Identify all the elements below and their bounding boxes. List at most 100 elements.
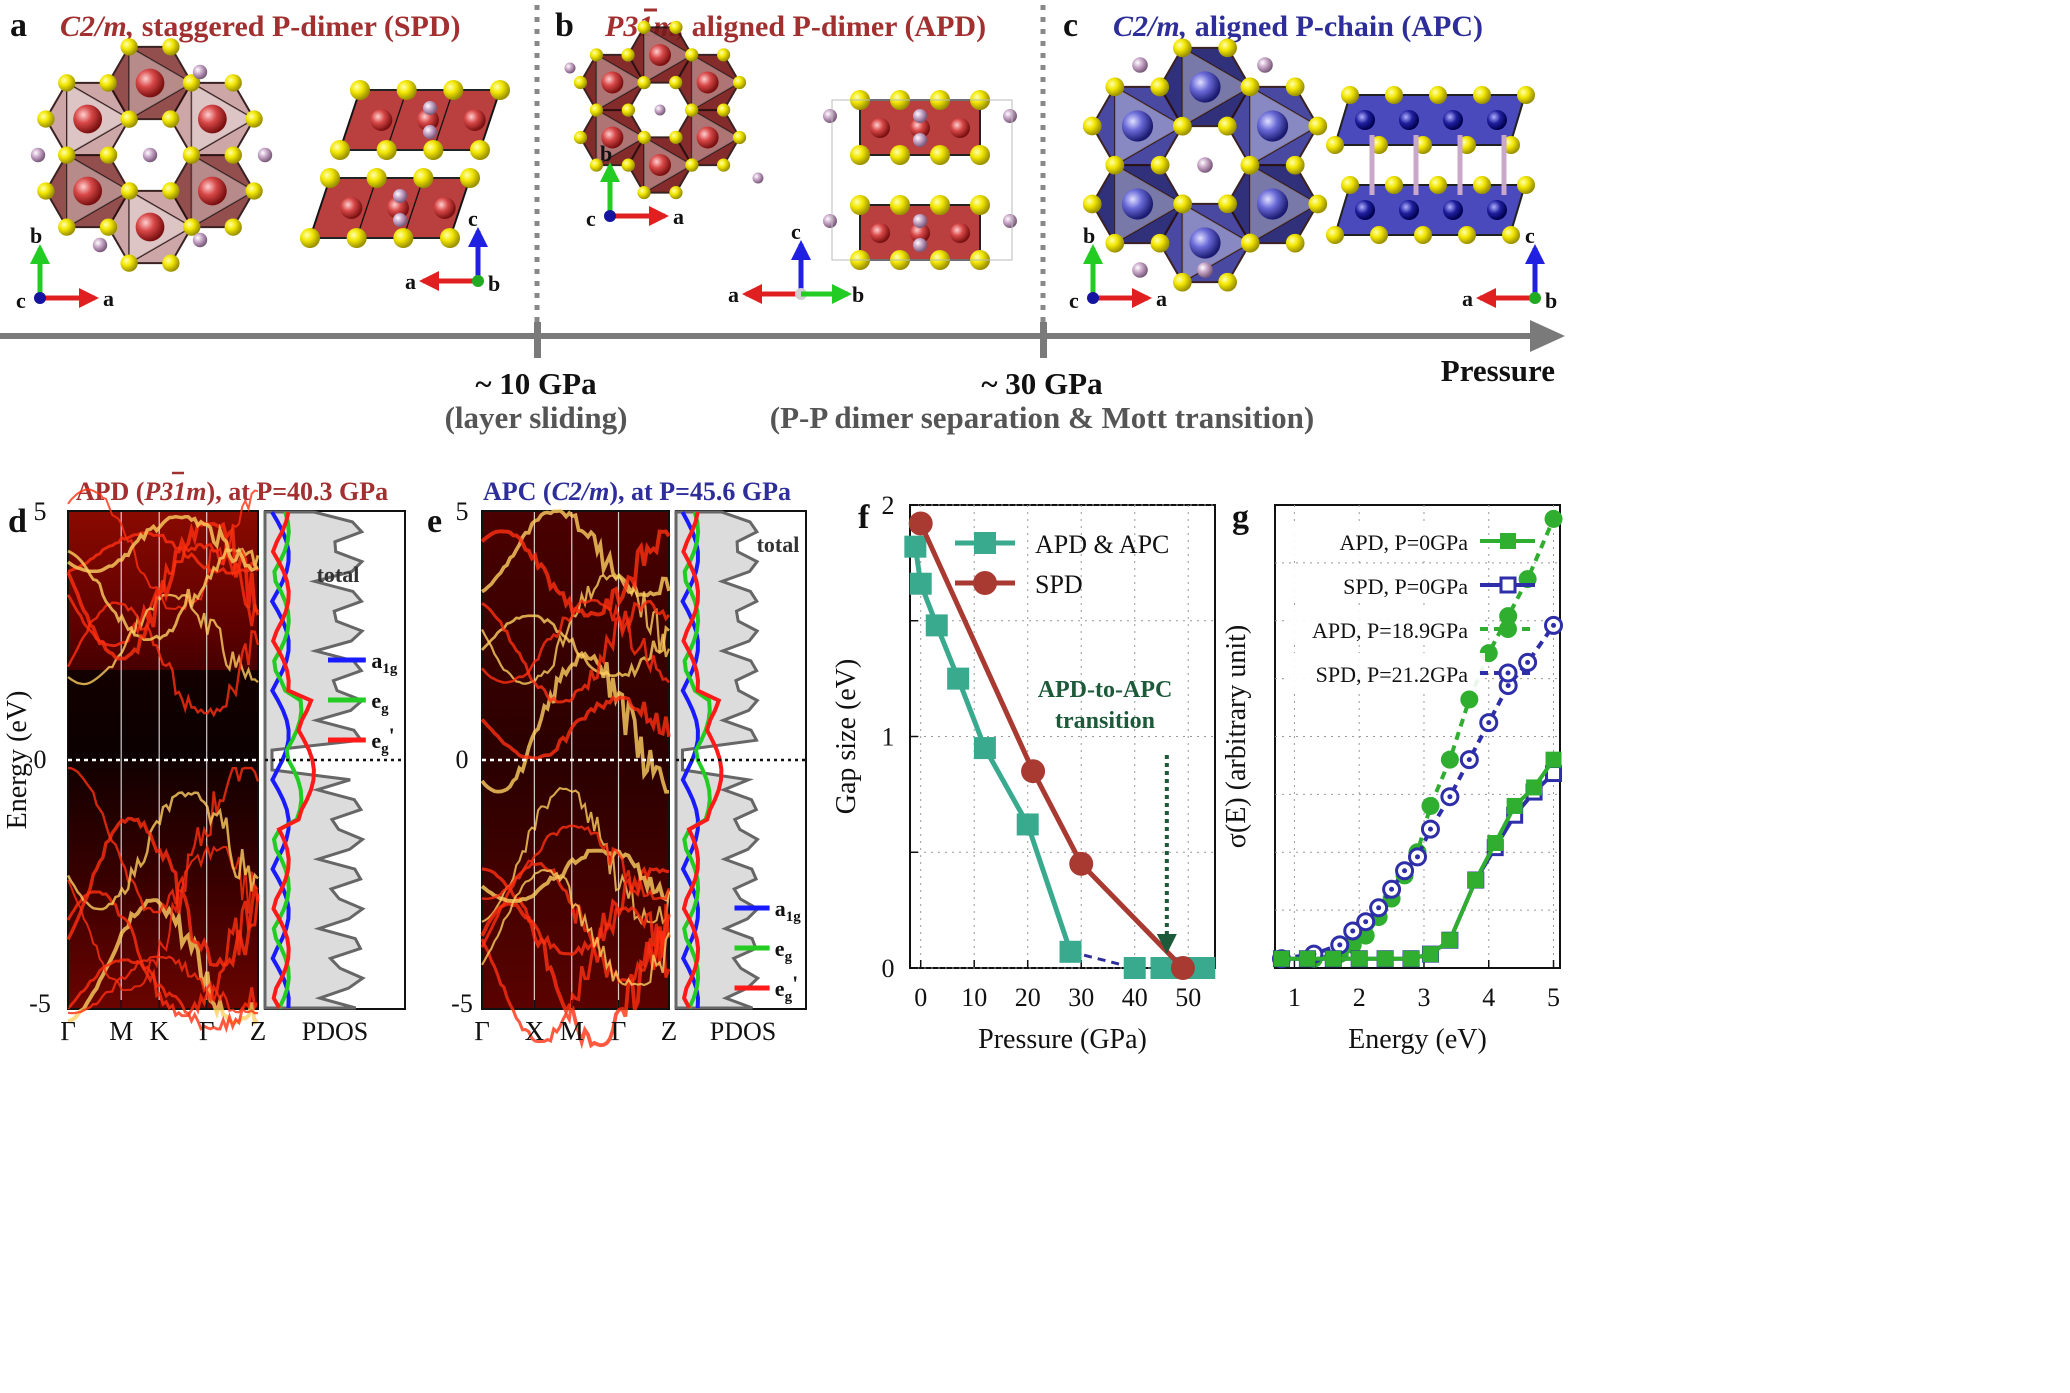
metal-atom <box>1443 200 1463 220</box>
sulfur-atom <box>99 146 118 164</box>
data-point-dot <box>1466 757 1472 763</box>
metal-atom <box>1443 110 1463 130</box>
band-line <box>67 955 259 1015</box>
k-label: Γ <box>60 1016 76 1046</box>
legend-bg <box>1285 653 1485 689</box>
crystal-structures-row: a C2/m, staggered P-dimer (SPD) b P31m, … <box>0 5 1565 435</box>
phosphorus-atom <box>393 213 407 227</box>
phosphorus-atom <box>1197 262 1213 278</box>
x-tick-label: 2 <box>1353 983 1366 1012</box>
data-point-dot <box>1505 683 1511 689</box>
sulfur-atom <box>224 74 242 92</box>
slab-edge <box>449 177 471 239</box>
ytick-0: 0 <box>34 745 47 774</box>
data-point <box>1021 759 1046 784</box>
spd-topview-structure <box>30 38 273 272</box>
band-line <box>480 906 671 1044</box>
pdos-curve <box>270 511 316 1009</box>
sulfur-atom <box>37 182 55 200</box>
sulfur-atom <box>930 195 950 215</box>
metal-atom <box>1256 110 1289 142</box>
octahedron-edge <box>66 118 130 156</box>
sulfur-atom <box>1458 226 1476 244</box>
slab-edge <box>309 177 331 239</box>
sulfur-atom <box>37 110 55 128</box>
pdos-curve <box>269 510 291 1009</box>
octahedron-edge <box>128 46 193 84</box>
legend-prime: ' <box>389 723 395 748</box>
x-axis-label: Pressure (GPa) <box>978 1024 1147 1055</box>
phosphorus-atom <box>654 104 666 116</box>
sulfur-atom <box>621 103 635 117</box>
sulfur-atom <box>366 168 387 188</box>
sulfur-atom <box>890 195 910 215</box>
sulfur-atom <box>637 186 651 200</box>
sulfur-atom <box>120 182 139 200</box>
sulfur-atom <box>245 110 263 128</box>
band-line <box>481 865 670 957</box>
data-point <box>1150 957 1173 979</box>
x-tick-label: 5 <box>1547 983 1560 1012</box>
sulfur-atom <box>460 168 480 188</box>
y-axis-label-energy: Energy (eV) <box>2 691 33 830</box>
sulfur-atom <box>637 130 651 145</box>
metal-atom <box>870 223 890 243</box>
sulfur-atom <box>1173 194 1193 214</box>
octahedron-edge <box>643 26 693 56</box>
data-point <box>1351 950 1368 967</box>
band-gap-region-d <box>68 670 258 760</box>
metal-atom <box>696 126 719 149</box>
sulfur-atom <box>330 140 350 160</box>
panel-letter-a: a <box>10 7 27 44</box>
phosphorus-atom <box>92 237 108 253</box>
data-point <box>1016 813 1039 836</box>
total-label-e: total <box>757 532 800 557</box>
sulfur-atom <box>669 20 683 34</box>
panel-c-title: c C2/m, aligned P-chain (APC) <box>1063 7 1483 44</box>
legend-marker <box>1499 620 1517 638</box>
data-point <box>1526 779 1543 796</box>
k-label: Γ <box>474 1016 490 1046</box>
apc-topview-structure <box>1082 38 1328 292</box>
metal-atom <box>1256 188 1289 220</box>
k-label: Z <box>250 1016 267 1046</box>
legend-bg <box>1285 521 1485 557</box>
metal-atom <box>463 109 486 131</box>
octahedron-edge <box>1249 125 1319 166</box>
sulfur-atom <box>669 130 683 144</box>
phosphorus-atom <box>564 62 576 74</box>
sulfur-atom <box>1385 86 1403 104</box>
sulfur-atom <box>1473 176 1491 194</box>
band-line <box>481 598 671 684</box>
slab-edge <box>402 177 424 239</box>
octahedron-edge <box>691 54 740 84</box>
band-lines-e <box>480 508 671 1050</box>
sulfur-atom <box>850 145 870 165</box>
axis-triads: a b c a c b a b c a c b a b c a c b <box>16 141 1557 313</box>
band-line <box>480 901 671 1050</box>
data-point <box>1059 940 1082 963</box>
axis-dot <box>1087 292 1099 304</box>
sulfur-atom <box>1105 155 1125 175</box>
panel-b-heading: P31m, aligned P-dimer (APD) <box>604 10 986 43</box>
band-line <box>66 791 259 911</box>
band-lines-d <box>66 488 260 1034</box>
ytick-e-5: 5 <box>456 497 469 526</box>
sulfur-atom <box>1517 176 1535 194</box>
phosphorus-atom <box>823 109 837 123</box>
transition-1-pressure: ~ 10 GPa <box>475 366 597 401</box>
sulfur-atom <box>1105 77 1125 97</box>
legend-marker-dot <box>1505 670 1511 676</box>
series-line <box>918 522 1185 970</box>
y-axis-label: Gap size (eV) <box>831 659 862 814</box>
sulfur-atom <box>637 76 651 90</box>
phosphorus-atom <box>913 238 927 252</box>
y-axis-label: σ(E) (arbitrary unit) <box>1221 625 1252 848</box>
phosphorus-atom <box>1132 57 1148 73</box>
sulfur-atom <box>320 168 340 188</box>
metal-atom <box>696 71 719 94</box>
data-point <box>1403 950 1420 967</box>
data-point <box>1343 935 1362 954</box>
